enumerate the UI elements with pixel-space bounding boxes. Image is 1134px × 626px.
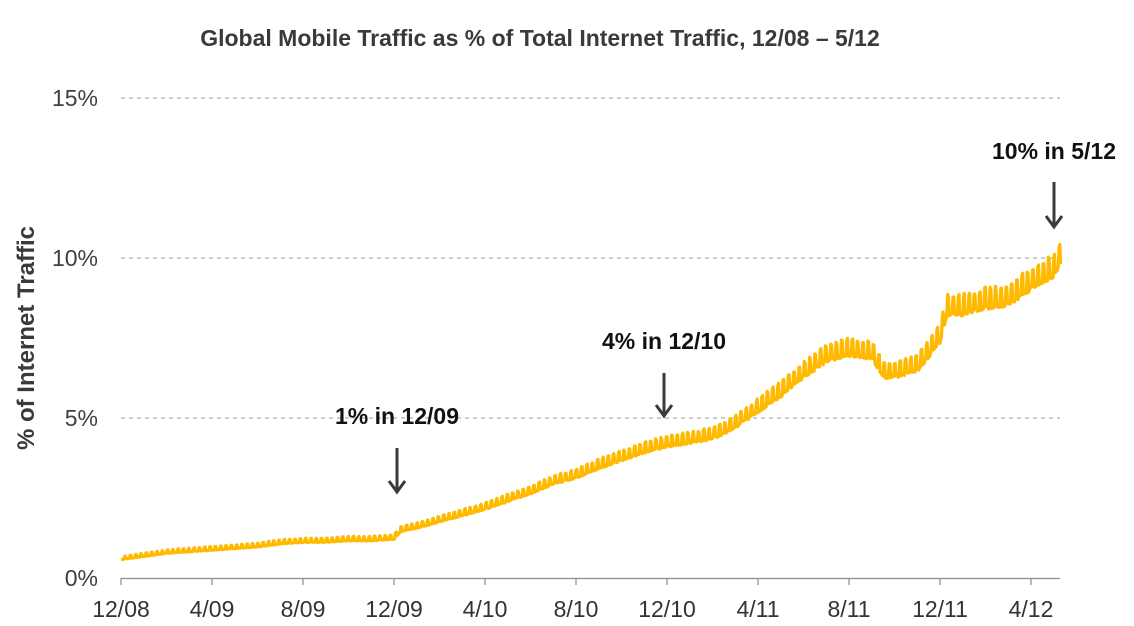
chart-title: Global Mobile Traffic as % of Total Inte… — [200, 25, 880, 51]
arrow-down-icon — [387, 480, 407, 495]
x-tick-label: 12/10 — [638, 596, 696, 622]
x-tick-label: 4/10 — [463, 596, 508, 622]
x-tick-label: 8/11 — [827, 596, 870, 622]
y-tick-label: 5% — [65, 405, 98, 431]
annotation-label: 10% in 5/12 — [992, 138, 1116, 164]
x-tick-label: 12/09 — [365, 596, 423, 622]
series-line — [120, 242, 1063, 562]
x-tick-label: 12/08 — [92, 596, 150, 622]
arrow-down-icon — [1044, 215, 1064, 230]
x-tick-label: 8/09 — [281, 596, 326, 622]
y-tick-label: 10% — [52, 245, 98, 271]
y-axis-label: % of Internet Traffic — [13, 226, 40, 450]
x-tick-label: 12/11 — [912, 596, 968, 622]
y-axis-ticks: 0% 5% 10% 15% — [52, 85, 98, 591]
annotations: 1% in 12/09 4% in 12/10 10% in 5/12 — [335, 138, 1116, 495]
x-tick-label: 4/09 — [190, 596, 235, 622]
series-group — [120, 242, 1063, 562]
y-tick-label: 0% — [65, 565, 98, 591]
x-tick-label: 4/11 — [736, 596, 779, 622]
annotation-label: 1% in 12/09 — [335, 403, 459, 429]
y-tick-label: 15% — [52, 85, 98, 111]
x-tick-label: 4/12 — [1009, 596, 1054, 622]
x-tick-label: 8/10 — [554, 596, 599, 622]
arrow-down-icon — [654, 404, 674, 419]
x-axis: 12/08 4/09 8/09 12/09 4/10 8/10 12/10 4/11 8/11 1… — [92, 577, 1060, 622]
annotation-label: 4% in 12/10 — [602, 328, 726, 354]
